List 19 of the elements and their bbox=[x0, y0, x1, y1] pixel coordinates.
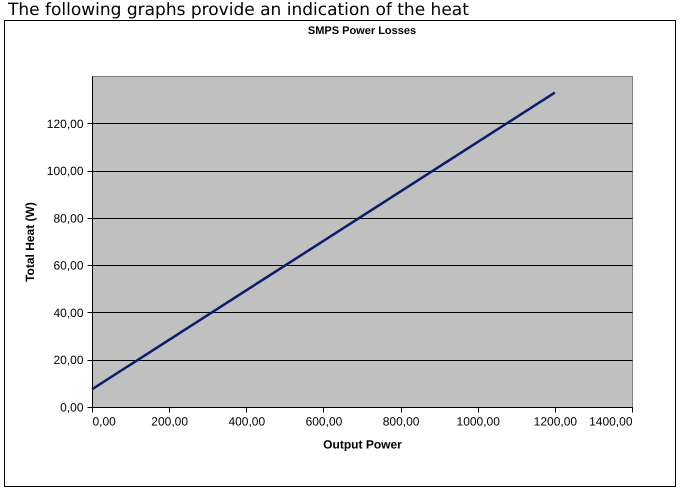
y-tick-label: 80,00 bbox=[53, 211, 84, 226]
y-axis-title: Total Heat (W) bbox=[22, 202, 37, 282]
y-tick-label: 20,00 bbox=[53, 353, 84, 368]
x-tick-label: 400,00 bbox=[228, 414, 266, 428]
x-tick-label: 0,00 bbox=[92, 414, 116, 428]
y-tick-label: 100,00 bbox=[46, 164, 84, 178]
text: The following graphs provide an indication of the heat bbox=[7, 0, 470, 20]
x-axis-title: Output Power bbox=[323, 438, 402, 452]
x-tick-label: 800,00 bbox=[382, 414, 420, 428]
x-tick-label: 600,00 bbox=[306, 414, 343, 428]
chart-title: SMPS Power Losses bbox=[308, 25, 416, 37]
y-tick-label: 40,00 bbox=[53, 306, 84, 320]
x-tick-label: 1200,00 bbox=[534, 414, 578, 428]
y-tick-label: 120,00 bbox=[46, 116, 84, 131]
x-tick-label: 1000,00 bbox=[456, 414, 500, 428]
x-tick-label: 200,00 bbox=[151, 414, 188, 428]
y-tick-label: 0,00 bbox=[60, 400, 84, 414]
x-tick-label: 1400,00 bbox=[589, 414, 633, 428]
y-tick-label: 60,00 bbox=[53, 258, 84, 273]
